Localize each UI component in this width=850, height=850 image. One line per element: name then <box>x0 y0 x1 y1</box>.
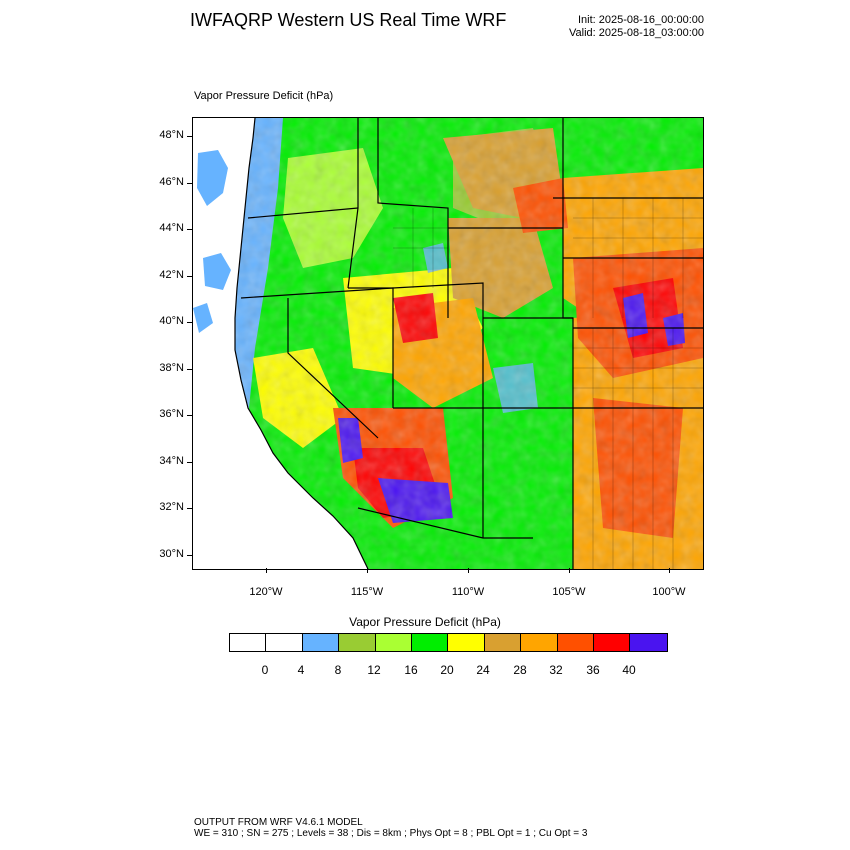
lat-tick <box>187 462 192 463</box>
lat-label-46: 46°N <box>159 176 184 188</box>
colorbar-box <box>630 634 667 651</box>
vpd-map-svg <box>193 118 703 569</box>
state-boundaries <box>234 118 703 569</box>
colorbar-label: 0 <box>261 663 269 677</box>
colorbar-box <box>557 634 594 651</box>
lat-label-38: 38°N <box>159 362 184 374</box>
lat-tick <box>187 508 192 509</box>
valid-time: Valid: 2025-08-18_03:00:00 <box>569 27 704 39</box>
lat-tick <box>187 136 192 137</box>
colorbar-box <box>448 634 485 651</box>
lat-label-48: 48°N <box>159 129 184 141</box>
colorbar <box>229 633 668 652</box>
lon-label-110: 110°W <box>451 586 485 598</box>
lat-label-32: 32°N <box>159 501 184 513</box>
colorbar-box <box>375 634 412 651</box>
county-lines <box>393 198 703 569</box>
land-field <box>235 118 703 569</box>
colorbar-box <box>484 634 522 651</box>
lat-label-40: 40°N <box>159 315 184 327</box>
colorbar-box <box>411 634 449 651</box>
colorbar-label: 36 <box>586 663 600 677</box>
colorbar-label: 4 <box>297 663 305 677</box>
colorbar-label: 20 <box>440 663 454 677</box>
lon-tick <box>669 568 670 573</box>
colorbar-label: 12 <box>367 663 381 677</box>
lat-tick <box>187 555 192 556</box>
lat-tick <box>187 183 192 184</box>
colorbar-box <box>593 634 631 651</box>
colorbar-label: 24 <box>476 663 490 677</box>
lat-tick <box>187 229 192 230</box>
colorbar-label: 16 <box>404 663 418 677</box>
lon-tick <box>266 568 267 573</box>
colorbar-box <box>302 634 340 651</box>
lat-tick <box>187 322 192 323</box>
lat-label-36: 36°N <box>159 408 184 420</box>
field-label: Vapor Pressure Deficit (hPa) <box>194 90 334 102</box>
lon-tick <box>569 568 570 573</box>
lat-tick <box>187 415 192 416</box>
lon-label-105: 105°W <box>552 586 586 598</box>
lon-tick <box>468 568 469 573</box>
lat-label-30: 30°N <box>159 548 184 560</box>
colorbar-label: 8 <box>334 663 342 677</box>
colorbar-box <box>266 634 303 651</box>
map-title: IWFAQRP Western US Real Time WRF <box>190 10 507 30</box>
offshore-patches <box>193 150 231 333</box>
footer-model: OUTPUT FROM WRF V4.6.1 MODEL <box>194 817 363 828</box>
lon-label-120: 120°W <box>249 586 283 598</box>
colorbar-box <box>339 634 376 651</box>
colorbar-title: Vapor Pressure Deficit (hPa) <box>349 615 501 629</box>
colorbar-box <box>521 634 558 651</box>
lat-tick <box>187 276 192 277</box>
vpd-map <box>192 117 704 570</box>
lat-tick <box>187 369 192 370</box>
init-time: Init: 2025-08-16_00:00:00 <box>578 14 704 26</box>
lon-label-100: 100°W <box>652 586 686 598</box>
lat-label-44: 44°N <box>159 222 184 234</box>
lat-label-42: 42°N <box>159 269 184 281</box>
colorbar-label: 32 <box>549 663 563 677</box>
footer-config: WE = 310 ; SN = 275 ; Levels = 38 ; Dis … <box>194 828 588 839</box>
lon-tick <box>367 568 368 573</box>
colorbar-label: 28 <box>513 663 527 677</box>
colorbar-box <box>230 634 267 651</box>
colorbar-label: 40 <box>622 663 636 677</box>
lon-label-115: 115°W <box>350 586 384 598</box>
lat-label-34: 34°N <box>159 455 184 467</box>
